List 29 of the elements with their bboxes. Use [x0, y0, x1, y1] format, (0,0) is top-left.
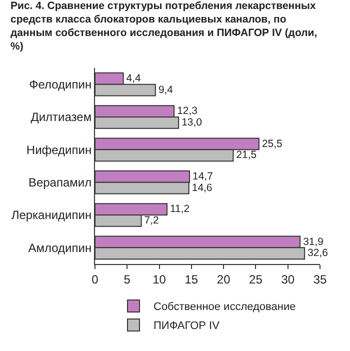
x-tick-label: 0 [92, 272, 99, 286]
x-tick-label: 5 [124, 272, 131, 286]
x-tick-label: 25 [249, 272, 263, 286]
data-label: 31,9 [303, 236, 324, 248]
y-tick-label: Дилтиазем [30, 110, 92, 124]
data-label: 25,5 [262, 138, 282, 150]
legend-label: Собственное исследование [154, 301, 296, 314]
data-label: 11,2 [170, 204, 190, 216]
x-tick-label: 30 [281, 272, 295, 286]
y-tick-label: Нифедипин [26, 142, 92, 157]
y-tick-label: Фелодипин [29, 78, 92, 92]
data-label: 21,5 [236, 150, 257, 162]
data-label: 12,3 [177, 106, 198, 118]
x-tick-label: 15 [184, 272, 198, 286]
x-tick-label: 10 [152, 272, 166, 286]
data-label: 32,6 [308, 248, 328, 260]
y-tick-label: Лерканидипин [11, 208, 92, 222]
chart-title: Рис. 4. Сравнение структуры потребления лекарственных средств класса блокаторов кальциевых каналов, по данным собственного исследования и ПИФАГОР IV (доли, %) [10, 0, 318, 53]
legend-label: ПИФАГОР IV [154, 320, 220, 332]
x-tick-label: 35 [313, 272, 327, 286]
data-label: 7,2 [144, 216, 160, 227]
data-label: 14,6 [192, 182, 212, 194]
data-label: 14,7 [192, 171, 214, 182]
data-label: 13,0 [182, 118, 202, 129]
data-label: 9,4 [158, 84, 174, 96]
data-label: 4,4 [126, 73, 142, 84]
y-tick-label: Верапамил [28, 176, 92, 190]
y-tick-label: Амлодипин [28, 240, 92, 255]
x-tick-label: 20 [216, 272, 231, 286]
